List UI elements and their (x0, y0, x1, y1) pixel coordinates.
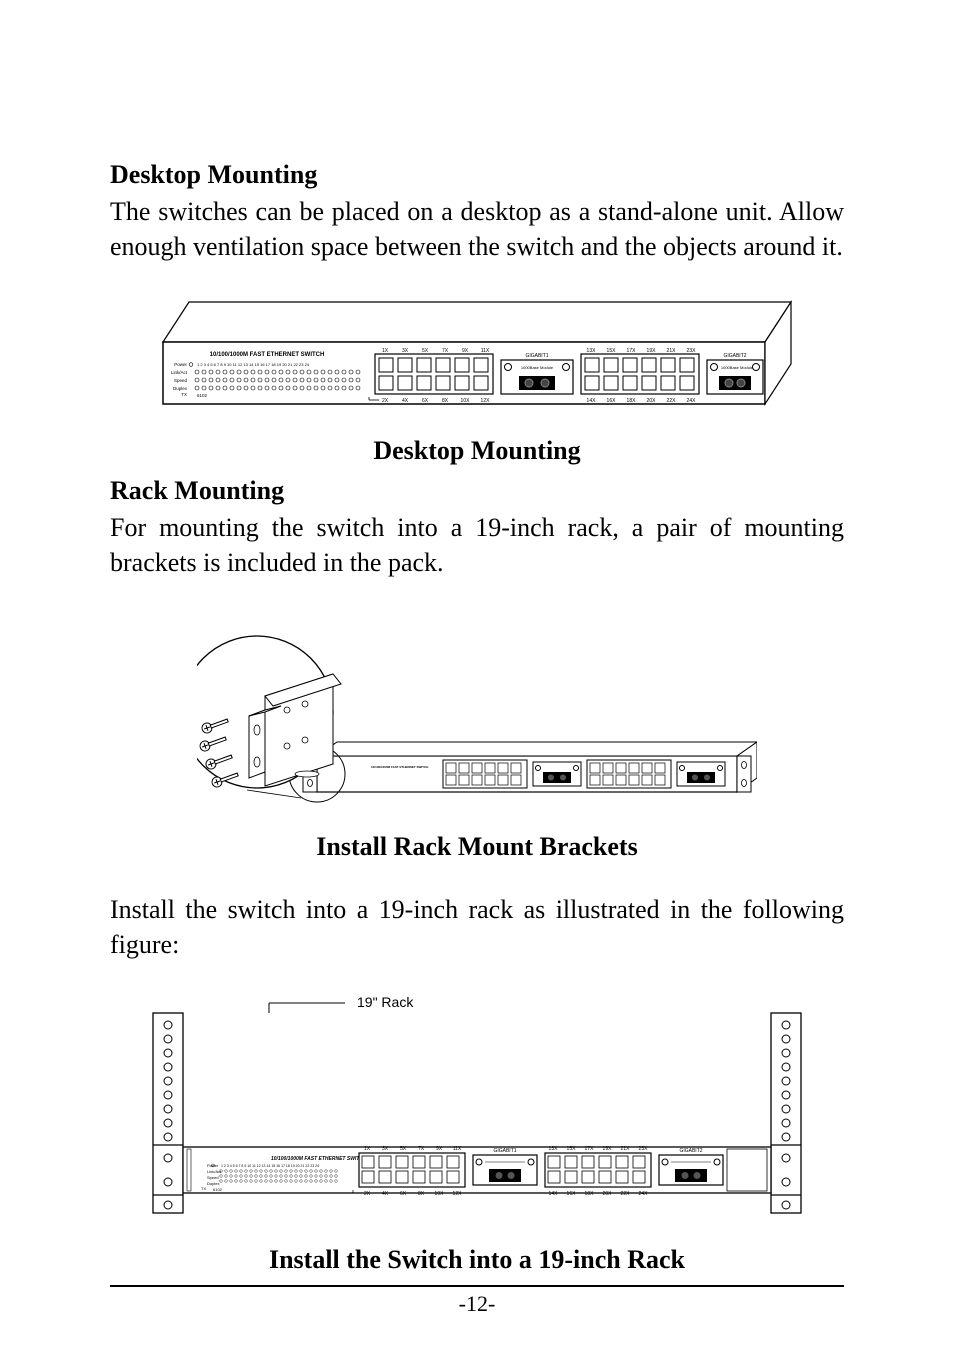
svg-text:14X: 14X (549, 1191, 559, 1197)
svg-text:15X: 15X (607, 348, 617, 354)
svg-text:24X: 24X (687, 398, 697, 404)
desktop-mounting-body: The switches can be placed on a desktop … (110, 194, 844, 264)
svg-text:1 2 3 4 5 6 7 8 9 10 1: 1 2 3 4 5 6 7 8 9 10 11 12 13 14 15 16 1… (197, 362, 310, 367)
svg-text:18X: 18X (585, 1191, 595, 1197)
svg-text:Link/Act: Link/Act (171, 370, 188, 375)
svg-text:12X: 12X (453, 1191, 463, 1197)
svg-text:18X: 18X (627, 398, 637, 404)
svg-text:11X: 11X (453, 1146, 462, 1152)
svg-text:1X: 1X (382, 348, 389, 354)
svg-text:TX: TX (201, 1186, 206, 1191)
svg-text:1X: 1X (364, 1146, 371, 1152)
svg-text:7X: 7X (442, 348, 449, 354)
svg-text:Speed: Speed (207, 1175, 219, 1180)
svg-text:19X: 19X (603, 1146, 613, 1152)
rack-mounting-body: For mounting the switch into a 19-inch r… (110, 510, 844, 580)
svg-text:GIGABIT2: GIGABIT2 (723, 353, 746, 359)
rack-install-body: Install the switch into a 19-inch rack a… (110, 892, 844, 962)
svg-text:GIGABIT1: GIGABIT1 (525, 353, 548, 359)
svg-text:10X: 10X (435, 1191, 445, 1197)
svg-text:15X: 15X (567, 1146, 577, 1152)
svg-text:8X: 8X (418, 1191, 425, 1197)
svg-text:GIGABIT2: GIGABIT2 (679, 1148, 702, 1154)
svg-text:16X: 16X (567, 1191, 577, 1197)
figure3-caption: Install the Switch into a 19-inch Rack (110, 1245, 844, 1275)
svg-text:5X: 5X (422, 348, 429, 354)
svg-text:3X: 3X (382, 1146, 389, 1152)
svg-text:1000Base Module: 1000Base Module (521, 365, 554, 370)
svg-text:14X: 14X (587, 398, 597, 404)
svg-text:4X: 4X (402, 398, 409, 404)
svg-text:4X: 4X (382, 1191, 389, 1197)
svg-text:24X: 24X (639, 1191, 649, 1197)
svg-text:17X: 17X (627, 348, 637, 354)
svg-text:Speed: Speed (174, 378, 188, 383)
svg-text:11X: 11X (481, 348, 490, 354)
svg-text:12X: 12X (481, 398, 491, 404)
svg-text:16X: 16X (607, 398, 617, 404)
figure-rack-install: 19" Rack (110, 995, 844, 1225)
svg-text:Duplex: Duplex (173, 386, 188, 391)
svg-text:5X: 5X (400, 1146, 407, 1152)
svg-text:20X: 20X (603, 1191, 613, 1197)
svg-text:6102: 6102 (197, 393, 208, 398)
svg-text:20X: 20X (647, 398, 657, 404)
figure2-caption: Install Rack Mount Brackets (110, 832, 844, 862)
svg-text:2X: 2X (364, 1191, 371, 1197)
svg-text:6X: 6X (400, 1191, 407, 1197)
svg-text:TX: TX (181, 392, 187, 397)
svg-text:21X: 21X (667, 348, 677, 354)
figure-desktop-switch: 10/100/1000M FAST ETHERNET SWITCH Power … (110, 296, 844, 416)
svg-text:10/100/1000M FAST ETHERNET SWI: 10/100/1000M FAST ETHERNET SWITCH (271, 1156, 367, 1162)
svg-text:9X: 9X (462, 348, 469, 354)
svg-text:21X: 21X (621, 1146, 631, 1152)
svg-text:GIGABIT1: GIGABIT1 (493, 1148, 516, 1154)
svg-text:1000Base Module: 1000Base Module (721, 365, 754, 370)
svg-text:10X: 10X (461, 398, 471, 404)
svg-text:Duplex: Duplex (207, 1181, 219, 1186)
svg-text:6102: 6102 (213, 1187, 223, 1192)
page-number: -12- (459, 1291, 496, 1316)
svg-text:Power: Power (207, 1163, 219, 1168)
svg-text:23X: 23X (639, 1146, 649, 1152)
svg-text:1 2 3 4 5 6 7 8 9 10 1: 1 2 3 4 5 6 7 8 9 10 11 12 13 14 15 16 1… (221, 1164, 319, 1168)
svg-text:Power: Power (174, 362, 187, 367)
svg-text:8X: 8X (442, 398, 449, 404)
svg-text:10/100/1000M FAST ETHERNET SWI: 10/100/1000M FAST ETHERNET SWITCH (371, 765, 428, 769)
svg-text:22X: 22X (667, 398, 677, 404)
svg-text:22X: 22X (621, 1191, 631, 1197)
figure-rack-brackets: 10/100/1000M FAST ETHERNET SWITCH (110, 612, 844, 812)
svg-text:13X: 13X (549, 1146, 559, 1152)
svg-text:7X: 7X (418, 1146, 425, 1152)
rack-label: 19" Rack (357, 995, 414, 1010)
figure1-caption: Desktop Mounting (110, 436, 844, 466)
footer-divider (110, 1285, 844, 1287)
page-footer: -12- (110, 1285, 844, 1317)
svg-text:13X: 13X (587, 348, 597, 354)
rack-mounting-heading: Rack Mounting (110, 476, 844, 506)
svg-text:19X: 19X (647, 348, 657, 354)
desktop-mounting-heading: Desktop Mounting (110, 160, 844, 190)
svg-text:23X: 23X (687, 348, 697, 354)
svg-text:17X: 17X (585, 1146, 595, 1152)
svg-text:6X: 6X (422, 398, 429, 404)
svg-text:2X: 2X (382, 398, 389, 404)
switch-title-label: 10/100/1000M FAST ETHERNET SWITCH (210, 352, 325, 358)
svg-text:3X: 3X (402, 348, 409, 354)
svg-text:9X: 9X (436, 1146, 443, 1152)
page-container: Desktop Mounting The switches can be pla… (0, 0, 954, 1359)
